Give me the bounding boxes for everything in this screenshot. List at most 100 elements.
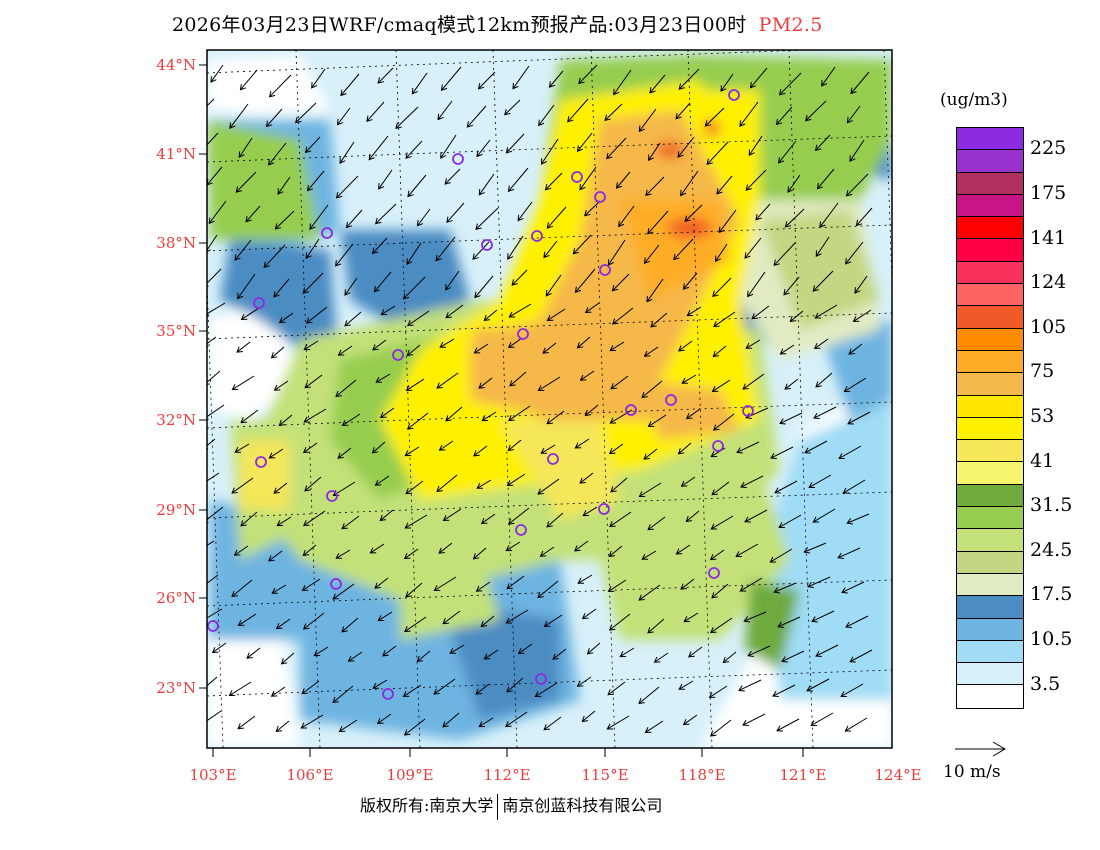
wind-arrow <box>234 443 250 453</box>
station-marker <box>625 404 637 416</box>
wind-arrow <box>337 447 352 459</box>
wind-arrow <box>504 99 521 116</box>
station-marker <box>253 297 265 309</box>
wind-arrow <box>773 582 797 594</box>
lon-tick-label: 124°E <box>874 766 922 784</box>
station-marker <box>382 688 394 700</box>
wind-arrow <box>475 207 499 230</box>
wind-arrow <box>546 206 567 229</box>
wind-arrow <box>740 475 764 489</box>
wind-arrow <box>582 506 598 517</box>
wind-arrow <box>611 307 634 325</box>
wind-arrow <box>507 507 530 525</box>
wind-arrow <box>711 481 730 496</box>
wind-arrow <box>402 684 422 698</box>
wind-arrow <box>779 412 803 425</box>
wind-arrow <box>507 439 522 452</box>
wind-arrow <box>842 479 866 494</box>
wind-arrow <box>645 176 665 197</box>
wind-arrow <box>677 442 692 455</box>
wind-arrow <box>238 137 253 159</box>
colorbar-bin <box>957 417 1023 441</box>
wind-arrow <box>643 244 660 265</box>
wind-arrow <box>407 174 427 198</box>
wind-arrow <box>478 377 493 389</box>
wind-arrow <box>704 107 725 127</box>
wind-arrow <box>844 717 868 732</box>
wind-arrow <box>787 174 801 193</box>
wind-arrow <box>509 371 527 387</box>
lat-tick-label: 44°N <box>156 56 196 74</box>
wind-arrow <box>638 584 661 601</box>
wind-arrow <box>369 543 385 554</box>
wind-reference-label: 10 m/s <box>943 762 1001 782</box>
wind-arrow <box>231 375 255 391</box>
wind-arrow <box>777 140 797 164</box>
latitude-line <box>207 135 892 163</box>
wind-arrow <box>608 545 623 558</box>
wind-arrow <box>578 64 598 85</box>
wind-arrow <box>610 477 628 493</box>
wind-arrow <box>673 238 694 261</box>
wind-arrow <box>810 712 834 727</box>
wind-arrow <box>273 278 290 298</box>
wind-arrow <box>402 276 426 300</box>
wind-arrow <box>506 677 524 693</box>
wind-arrow <box>540 138 559 165</box>
wind-arrow <box>303 340 319 351</box>
wind-arrow <box>576 336 591 349</box>
wind-arrow <box>804 440 828 454</box>
wind-arrow <box>433 678 456 695</box>
wind-arrow <box>808 474 832 489</box>
wind-arrow <box>268 448 284 459</box>
wind-arrow <box>539 546 555 557</box>
wind-arrow <box>472 547 487 560</box>
lon-tick-label: 118°E <box>678 766 726 784</box>
latitude-line <box>207 491 892 519</box>
wind-arrow <box>577 574 593 584</box>
wind-arrow <box>339 141 355 164</box>
latitude-line <box>207 312 892 340</box>
station-marker <box>594 191 606 203</box>
wind-arrow <box>406 344 421 357</box>
wind-arrow <box>609 341 625 352</box>
wind-arrow <box>647 414 667 428</box>
wind-arrow <box>841 581 865 594</box>
wind-arrow <box>618 205 635 228</box>
wind-arrow <box>240 409 259 424</box>
wind-arrow <box>507 235 524 260</box>
station-marker <box>255 456 267 468</box>
species-label: PM2.5 <box>758 14 823 36</box>
colorbar-label: 10.5 <box>1030 627 1073 650</box>
wind-arrow <box>647 618 665 634</box>
wind-arrow <box>686 306 702 317</box>
wind-arrow <box>347 651 363 662</box>
wind-arrow <box>477 71 496 90</box>
wind-arrow <box>313 646 329 657</box>
lat-tick-label: 35°N <box>156 322 196 340</box>
wind-arrow <box>745 339 761 349</box>
longitude-line <box>207 271 224 748</box>
wind-arrow <box>268 74 292 98</box>
wind-arrow <box>378 169 393 190</box>
wind-arrow <box>778 514 802 529</box>
wind-arrow <box>584 302 600 314</box>
wind-arrow <box>567 98 589 123</box>
station-marker <box>728 89 740 101</box>
colorbar-bin <box>957 685 1023 708</box>
wind-arrow <box>747 271 766 298</box>
wind-arrow <box>643 346 659 357</box>
wind-arrow <box>653 652 669 663</box>
wind-arrow <box>641 550 657 560</box>
wind-arrow <box>374 203 397 225</box>
latitude-line <box>207 224 892 252</box>
wind-arrow <box>506 575 525 590</box>
wind-arrow <box>505 133 525 154</box>
wind-arrow <box>850 71 870 95</box>
wind-arrow <box>335 549 351 559</box>
lon-tick-label: 121°E <box>779 766 827 784</box>
wind-arrow <box>685 510 700 523</box>
wind-arrow <box>207 336 217 347</box>
wind-arrow <box>335 379 357 398</box>
